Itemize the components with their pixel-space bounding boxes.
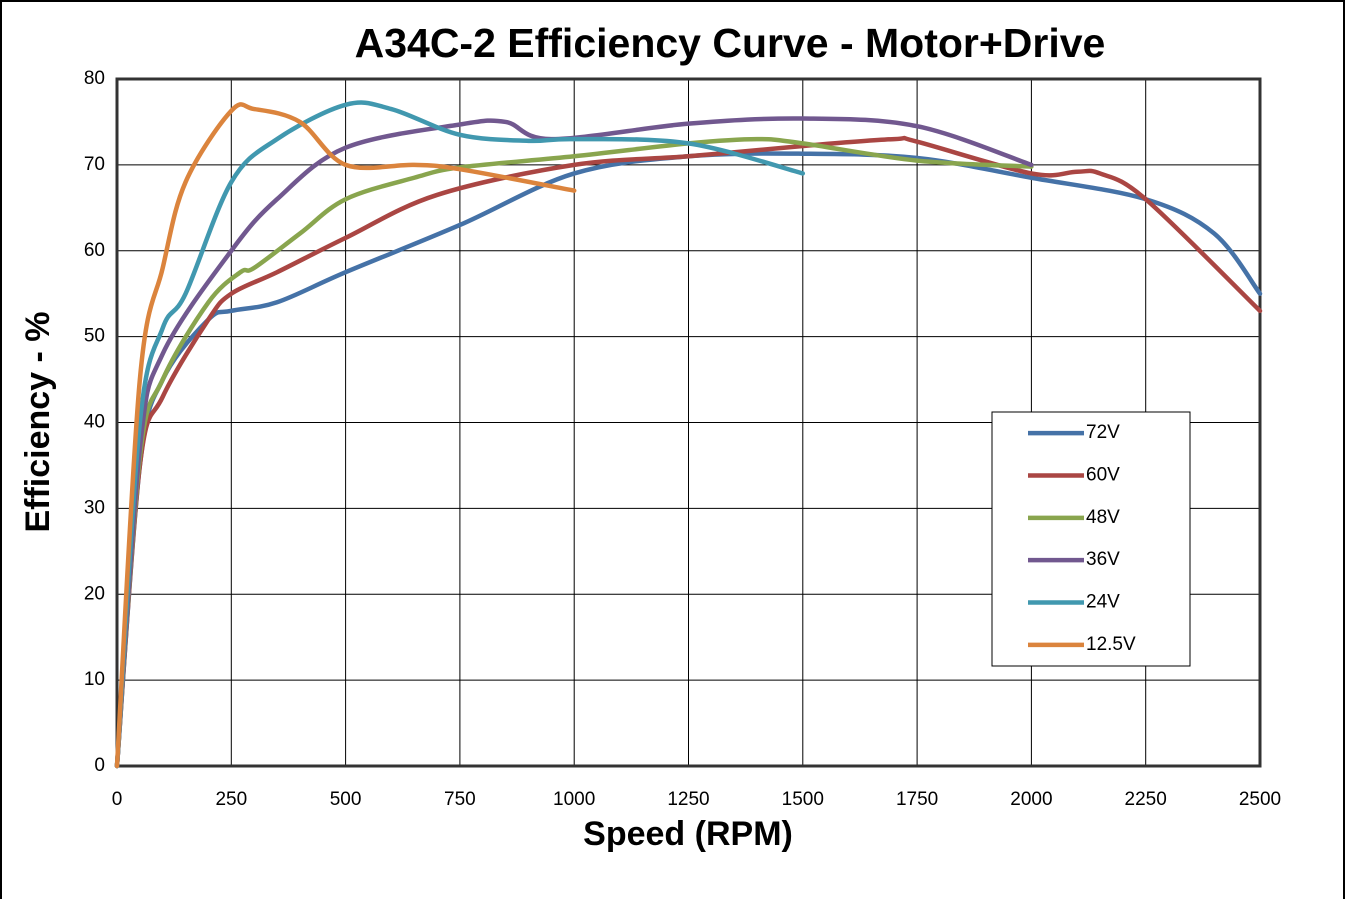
legend-label: 48V xyxy=(1086,507,1120,528)
legend-label: 60V xyxy=(1086,465,1120,486)
y-tick-label: 70 xyxy=(84,154,105,175)
x-tick-label: 2000 xyxy=(1010,789,1052,810)
series-line xyxy=(114,102,577,769)
y-tick-label: 80 xyxy=(84,68,105,89)
y-tick-label: 0 xyxy=(94,755,105,776)
series-line xyxy=(114,135,1263,769)
y-tick-label: 50 xyxy=(84,326,105,347)
x-tick-label: 2250 xyxy=(1125,789,1167,810)
chart-title: A34C-2 Efficiency Curve - Motor+Drive xyxy=(355,20,1106,66)
x-tick-label: 1500 xyxy=(782,789,824,810)
legend-label: 12.5V xyxy=(1086,634,1136,655)
x-tick-label: 2500 xyxy=(1239,789,1281,810)
y-tick-label: 10 xyxy=(84,669,105,690)
y-tick-label: 30 xyxy=(84,497,105,518)
y-tick-label: 20 xyxy=(84,583,105,604)
x-tick-label: 500 xyxy=(330,789,362,810)
x-tick-label: 1750 xyxy=(896,789,938,810)
y-axis-label: Efficiency - % xyxy=(19,311,57,532)
x-tick-label: 250 xyxy=(215,789,247,810)
legend-label: 24V xyxy=(1086,592,1120,613)
y-tick-label: 60 xyxy=(84,240,105,261)
x-tick-label: 1000 xyxy=(553,789,595,810)
series-line xyxy=(114,100,806,769)
series-line xyxy=(114,136,1034,769)
x-axis-label: Speed (RPM) xyxy=(583,815,793,853)
x-tick-label: 750 xyxy=(444,789,476,810)
x-tick-label: 1250 xyxy=(667,789,709,810)
y-tick-label: 40 xyxy=(84,412,105,433)
x-tick-label: 0 xyxy=(112,789,123,810)
series-line xyxy=(114,116,1034,769)
legend-label: 72V xyxy=(1086,422,1120,443)
plot-border xyxy=(115,77,1262,768)
legend-box xyxy=(991,411,1191,667)
legend-label: 36V xyxy=(1086,549,1120,570)
